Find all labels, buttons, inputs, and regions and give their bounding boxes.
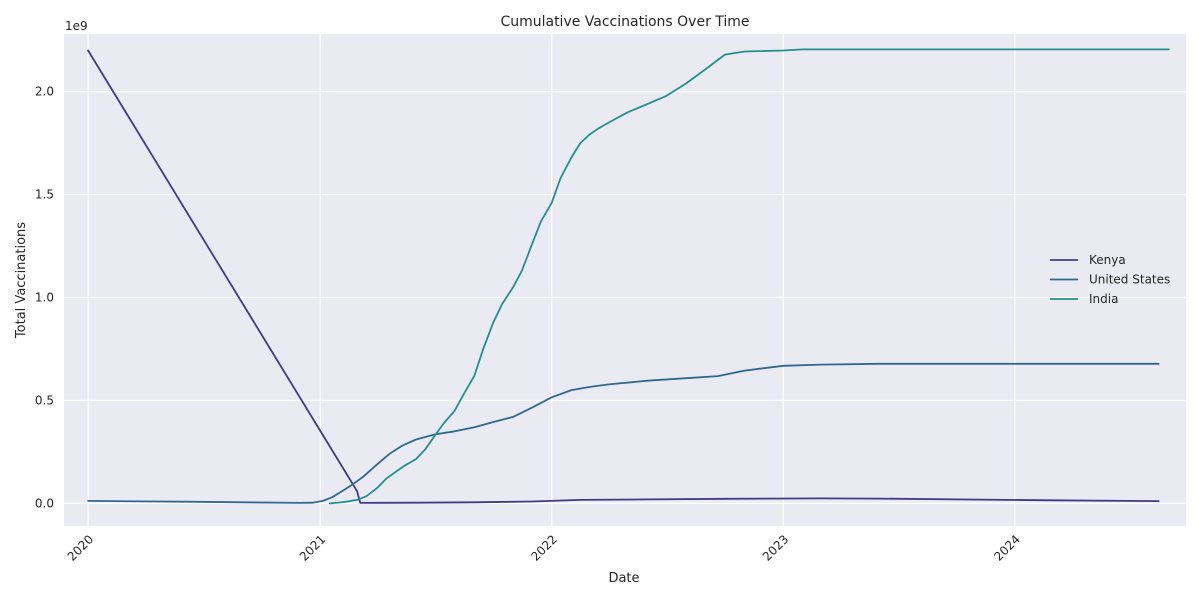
- y-tick-label: 2.0: [35, 85, 54, 99]
- legend-label-united-states: United States: [1089, 273, 1170, 287]
- x-tick-label: 2020: [65, 532, 96, 563]
- series-lines: [87, 48, 1170, 505]
- x-tick-label: 2021: [297, 532, 328, 563]
- series-line-united-states: [87, 362, 1160, 504]
- y-axis-label: Total Vaccinations: [14, 222, 29, 339]
- y-tick-label: 1.5: [35, 188, 54, 202]
- legend-label-india: India: [1089, 292, 1118, 306]
- gridlines: [64, 34, 1186, 526]
- chart-title: Cumulative Vaccinations Over Time: [500, 14, 749, 30]
- y-axis-ticks: 0.0 0.5 1.0 1.5 2.0: [35, 85, 54, 511]
- legend: Kenya United States India: [1050, 253, 1170, 306]
- y-tick-label: 0.0: [35, 496, 54, 510]
- y-tick-label: 1.0: [35, 290, 54, 304]
- legend-label-kenya: Kenya: [1089, 253, 1126, 267]
- x-tick-label: 2024: [991, 532, 1022, 563]
- plot-area: [64, 34, 1186, 526]
- series-line-india: [328, 48, 1170, 505]
- x-axis-ticks: 2020 2021 2022 2023 2024: [65, 532, 1023, 563]
- x-tick-label: 2023: [760, 532, 791, 563]
- series-line-kenya: [87, 49, 1160, 504]
- x-axis-label: Date: [608, 571, 639, 586]
- y-axis-offset-label: 1e9: [65, 19, 88, 33]
- y-tick-label: 0.5: [35, 393, 54, 407]
- x-tick-label: 2022: [528, 532, 559, 563]
